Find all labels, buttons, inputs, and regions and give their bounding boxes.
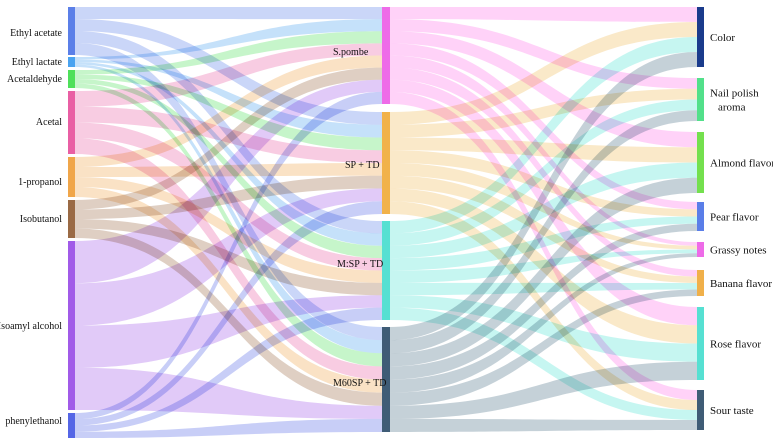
flow-link-propanol-spombe	[75, 55, 382, 167]
flow-link-sptd-pear	[390, 150, 697, 217]
node-isobutanol	[68, 200, 75, 238]
flow-link-ethyl_lactate-sptd	[75, 59, 382, 138]
label-acetal: Acetal	[36, 117, 62, 128]
flow-link-msptd-sour	[390, 307, 697, 420]
flow-link-m60sptd-color	[390, 52, 697, 341]
flow-link-sptd-sour	[390, 201, 697, 410]
flow-link-m60sptd-almond	[390, 177, 697, 367]
flow-link-m60sptd-sour	[390, 418, 697, 432]
flow-link-msptd-banana	[390, 282, 697, 296]
label-ethyl_lactate: Ethyl lactate	[12, 57, 63, 68]
flow-link-phenylethanol-msptd	[75, 307, 382, 432]
label-nail: Nail polish aroma	[710, 88, 759, 114]
node-almond	[697, 132, 704, 193]
node-sptd	[382, 112, 390, 214]
flow-link-spombe-pear	[390, 43, 697, 210]
label-propanol: 1-propanol	[18, 177, 62, 188]
flow-link-ethyl_acetate-spombe	[75, 7, 382, 20]
node-phenylethanol	[68, 413, 75, 438]
label-sour: Sour taste	[710, 405, 754, 417]
node-nail	[697, 78, 704, 121]
node-rose	[697, 307, 704, 380]
flow-link-spombe-almond	[390, 31, 697, 148]
flow-link-acetal-spombe	[75, 43, 382, 107]
flow-link-m60sptd-pear	[390, 223, 697, 380]
label-m60sptd: M60SP + TD	[333, 378, 386, 389]
flow-link-phenylethanol-sptd	[75, 201, 382, 426]
label-grassy: Grassy notes	[710, 245, 767, 257]
node-propanol	[68, 157, 75, 197]
node-ethyl_lactate	[68, 57, 75, 67]
flow-link-isoamyl-spombe	[75, 79, 382, 284]
flow-link-isobutanol-spombe	[75, 67, 382, 210]
label-ethyl_acetate: Ethyl acetate	[10, 28, 62, 39]
label-isobutanol: Isobutanol	[20, 214, 62, 225]
source-treatment-links	[75, 7, 382, 438]
flow-link-propanol-m60sptd	[75, 187, 382, 393]
label-isoamyl: Isoamyl alcohol	[0, 321, 62, 332]
nodes	[68, 7, 704, 438]
node-sour	[697, 390, 704, 430]
flow-link-phenylethanol-spombe	[75, 91, 382, 420]
flow-link-msptd-pear	[390, 216, 697, 271]
node-pear	[697, 202, 704, 231]
flow-link-spombe-nail	[390, 19, 697, 89]
flow-link-ethyl_lactate-m60sptd	[75, 64, 382, 354]
node-ethyl_acetate	[68, 7, 75, 55]
flow-link-m60sptd-nail	[390, 110, 697, 354]
treatment-attribute-links	[390, 7, 697, 432]
node-msptd	[382, 221, 390, 320]
flow-link-spombe-color	[390, 7, 697, 22]
label-rose: Rose flavor	[710, 339, 761, 351]
label-spombe: S.pombe	[333, 47, 369, 58]
label-acetaldehyde: Acetaldehyde	[7, 74, 63, 85]
flow-link-sptd-nail	[390, 88, 697, 138]
flow-link-phenylethanol-m60sptd	[75, 418, 382, 438]
node-spombe	[382, 7, 390, 104]
flow-link-msptd-rose	[390, 295, 697, 362]
flow-link-msptd-color	[390, 37, 697, 234]
flow-link-propanol-msptd	[75, 177, 382, 283]
flow-link-ethyl_lactate-msptd	[75, 62, 382, 246]
flow-link-msptd-almond	[390, 162, 697, 259]
label-almond: Almond flavor	[710, 158, 773, 170]
flow-link-isoamyl-msptd	[75, 295, 382, 368]
flow-link-acetaldehyde-spombe	[75, 31, 382, 75]
flow-link-sptd-color	[390, 22, 697, 125]
node-banana	[697, 270, 704, 296]
flow-link-sptd-almond	[390, 137, 697, 163]
label-phenylethanol: phenylethanol	[5, 416, 62, 427]
node-grassy	[697, 242, 704, 257]
label-sptd: SP + TD	[345, 160, 380, 171]
flow-link-isobutanol-sptd	[75, 175, 382, 219]
flow-link-m60sptd-rose	[390, 361, 697, 419]
node-m60sptd	[382, 327, 390, 432]
flow-link-ethyl_lactate-spombe	[75, 19, 382, 60]
node-labels: Ethyl acetate Ethyl lactate Acetaldehyde Ac…	[0, 28, 773, 427]
node-isoamyl	[68, 241, 75, 410]
node-color	[697, 7, 704, 67]
label-pear: Pear flavor	[710, 212, 759, 224]
flow-link-m60sptd-grassy	[390, 253, 697, 393]
flow-link-msptd-nail	[390, 99, 697, 246]
label-color: Color	[710, 32, 735, 44]
flow-link-m60sptd-banana	[390, 289, 697, 406]
node-acetaldehyde	[68, 70, 75, 88]
label-msptd: M:SP + TD	[337, 259, 383, 270]
label-banana: Banana flavor	[710, 278, 772, 290]
node-acetal	[68, 91, 75, 154]
